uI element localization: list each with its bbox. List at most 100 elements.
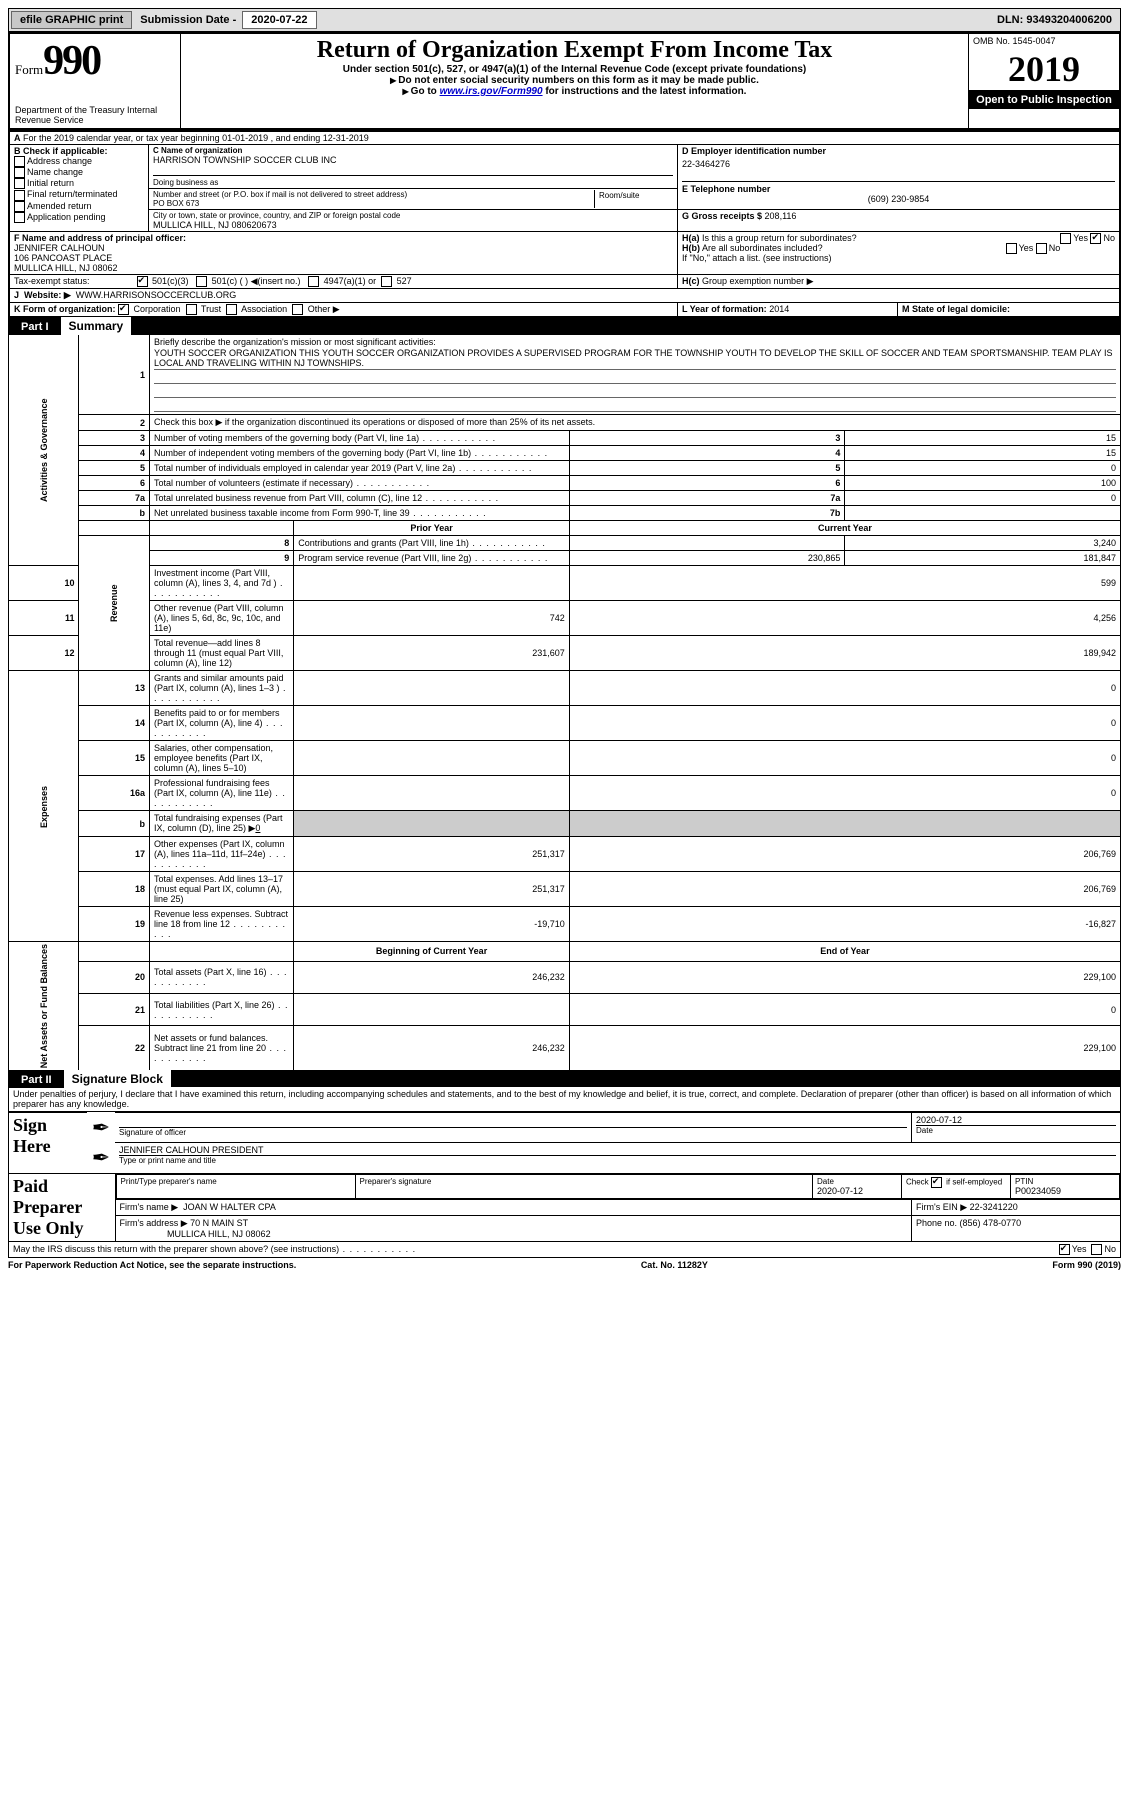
gross-receipts: G Gross receipts $ 208,116 [678,210,1121,232]
tax-year: 2019 [969,48,1119,91]
org-name-label: C Name of organization [153,146,673,155]
sig-officer-label: Signature of officer [119,1128,907,1137]
line15: Salaries, other compensation, employee b… [149,741,293,776]
cat-no: Cat. No. 11282Y [641,1260,708,1270]
dba-label: Doing business as [153,175,673,187]
tax-period: A For the 2019 calendar year, or tax yea… [9,131,1120,145]
identification-section: A For the 2019 calendar year, or tax yea… [8,130,1121,318]
line14: Benefits paid to or for members (Part IX… [149,706,293,741]
city-value: MULLICA HILL, NJ 080620673 [153,220,673,230]
line7a: Total unrelated business revenue from Pa… [149,491,569,506]
state-domicile: M State of legal domicile: [897,303,1120,318]
city-label: City or town, state or province, country… [153,211,673,220]
line21: Total liabilities (Part X, line 26) [149,993,293,1025]
signature-table: Sign Here ✒ Signature of officer 2020-07… [8,1112,1121,1258]
type-print-label: Type or print name and title [119,1156,1116,1165]
line3: Number of voting members of the governin… [149,431,569,446]
submission-date-label: Submission Date - [134,12,242,28]
line8: Contributions and grants (Part VIII, lin… [294,536,570,551]
side-expenses: Expenses [9,671,79,942]
discuss-row: May the IRS discuss this return with the… [9,1241,1121,1257]
hb-row: H(b) Are all subordinates included? Yes … [682,243,1115,253]
side-net-assets: Net Assets or Fund Balances [9,942,79,1071]
prior-year-header: Prior Year [294,521,570,536]
hc-row: H(c) Group exemption number ▶ [678,275,1121,289]
address-value: PO BOX 673 [153,199,594,208]
department-label: Department of the Treasury Internal Reve… [15,105,175,125]
ha-row: H(a) Is this a group return for subordin… [682,233,1115,243]
line16a: Professional fundraising fees (Part IX, … [149,776,293,811]
line1-label: Briefly describe the organization's miss… [154,337,436,347]
top-bar: efile GRAPHIC print Submission Date - 20… [8,8,1121,32]
officer-name-title: JENNIFER CALHOUN PRESIDENT [119,1145,1116,1156]
dln: DLN: 93493204006200 [989,12,1120,28]
firm-name: JOAN W HALTER CPA [183,1202,276,1212]
address-label: Number and street (or P.O. box if mail i… [153,190,594,199]
prep-sig-label: Preparer's signature [355,1174,813,1198]
instruction-2: Go to www.irs.gov/Form990 for instructio… [186,86,963,97]
ptin-value: P00234059 [1015,1186,1115,1196]
org-name: HARRISON TOWNSHIP SOCCER CLUB INC [153,155,673,165]
officer-addr2: MULLICA HILL, NJ 08062 [14,263,673,273]
line9: Program service revenue (Part VIII, line… [294,551,570,566]
omb-number: OMB No. 1545-0047 [969,34,1119,48]
ein-value: 22-3464276 [682,159,1115,169]
side-revenue: Revenue [79,536,149,671]
sig-date: 2020-07-12 [916,1115,1116,1125]
begin-year-header: Beginning of Current Year [294,942,570,961]
form-of-org: K Form of organization: Corporation Trus… [9,303,678,318]
phone-value: (609) 230-9854 [682,194,1115,204]
line13: Grants and similar amounts paid (Part IX… [149,671,293,706]
form-header: Form990 Department of the Treasury Inter… [8,32,1121,130]
section-b-checkboxes: B Check if applicable: Address change Na… [9,145,149,232]
line11: Other revenue (Part VIII, column (A), li… [149,601,293,636]
year-formation: L Year of formation: 2014 [678,303,898,318]
line2: Check this box ▶ if the organization dis… [149,415,1120,431]
phone-label: E Telephone number [682,181,1115,194]
mission-text: YOUTH SOCCER ORGANIZATION THIS YOUTH SOC… [154,347,1116,370]
footer: For Paperwork Reduction Act Notice, see … [8,1258,1121,1270]
open-to-public: Open to Public Inspection [969,91,1119,109]
irs-link[interactable]: www.irs.gov/Form990 [440,86,543,97]
prep-date: 2020-07-12 [817,1186,897,1196]
line7b: Net unrelated business taxable income fr… [149,506,569,521]
officer-name: JENNIFER CALHOUN [14,243,673,253]
line17: Other expenses (Part IX, column (A), lin… [149,837,293,872]
line20: Total assets (Part X, line 16) [149,961,293,993]
perjury-declaration: Under penalties of perjury, I declare th… [8,1087,1121,1112]
instruction-1: Do not enter social security numbers on … [186,75,963,86]
line12: Total revenue—add lines 8 through 11 (mu… [149,636,293,671]
efile-print-button[interactable]: efile GRAPHIC print [11,11,132,29]
tax-status-row: Tax-exempt status: 501(c)(3) 501(c) ( ) … [9,275,678,289]
submission-date: 2020-07-22 [242,11,316,29]
firm-addr1: 70 N MAIN ST [190,1218,248,1228]
form-page: Form 990 (2019) [1052,1260,1121,1270]
line19: Revenue less expenses. Subtract line 18 … [149,907,293,942]
firm-phone: (856) 478-0770 [960,1218,1022,1228]
part-1-header: Part ISummary [8,318,1121,334]
officer-label: F Name and address of principal officer: [14,233,673,243]
end-year-header: End of Year [569,942,1120,961]
firm-ein: 22-3241220 [970,1202,1018,1212]
line10: Investment income (Part VIII, column (A)… [149,566,293,601]
room-suite-label: Room/suite [595,190,674,208]
part-1-table: Activities & Governance 1 Briefly descri… [8,334,1121,1071]
firm-addr2: MULLICA HILL, NJ 08062 [167,1229,271,1239]
self-employed-check: Check if self-employed [902,1174,1011,1198]
date-label: Date [916,1125,1116,1135]
paid-preparer-label: Paid Preparer Use Only [13,1176,111,1239]
part-2-header: Part IISignature Block [8,1071,1121,1087]
line5: Total number of individuals employed in … [149,461,569,476]
paperwork-notice: For Paperwork Reduction Act Notice, see … [8,1260,296,1270]
line4: Number of independent voting members of … [149,446,569,461]
form-title: Return of Organization Exempt From Incom… [186,37,963,64]
form-990-label: Form990 [15,37,175,85]
form-subtitle: Under section 501(c), 527, or 4947(a)(1)… [186,64,963,75]
current-year-header: Current Year [569,521,1120,536]
hb-note: If "No," attach a list. (see instruction… [682,253,1115,263]
officer-addr1: 106 PANCOAST PLACE [14,253,673,263]
prep-name-label: Print/Type preparer's name [116,1174,355,1198]
sign-here-label: Sign Here [13,1115,83,1157]
line16b: Total fundraising expenses (Part IX, col… [149,811,293,837]
website-row: J Website: ▶ WWW.HARRISONSOCCERCLUB.ORG [9,289,1120,303]
